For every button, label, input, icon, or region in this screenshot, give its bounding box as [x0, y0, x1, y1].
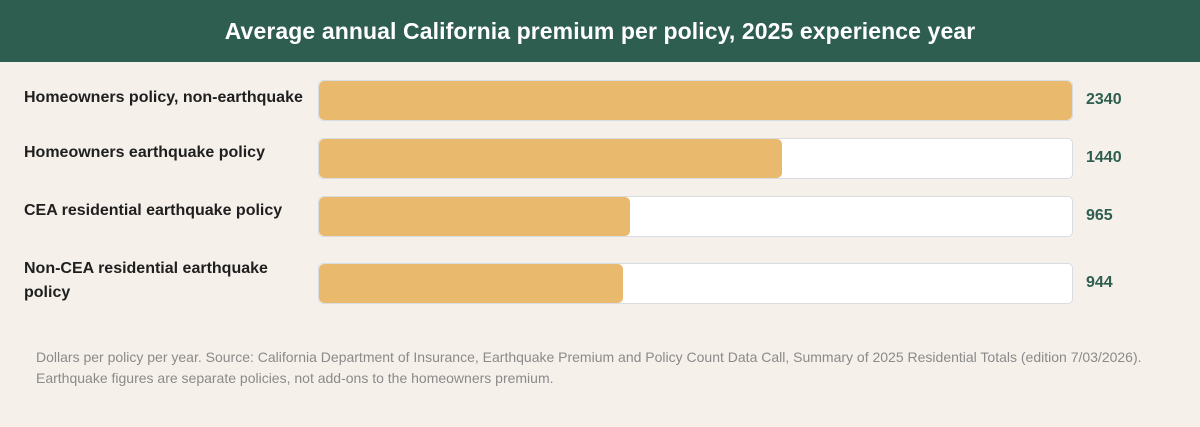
bar-track-cea-residential [318, 196, 1073, 237]
chart-header: Average annual California premium per po… [0, 0, 1200, 62]
bar-label-cea-residential: CEA residential earthquake policy [24, 202, 283, 219]
bar-track-homeowners-earthquake [318, 138, 1073, 179]
bar-label-homeowners-non-earthquake: Homeowners policy, non-earthquake [24, 89, 303, 106]
chart-title: Average annual California premium per po… [224, 17, 976, 44]
source-note-line-1: Dollars per policy per year. Source: Cal… [36, 349, 1142, 365]
value-label-homeowners-non-earthquake: 2340 [1086, 91, 1122, 108]
bar-homeowners-non-earthquake [319, 81, 1072, 120]
bar-non-cea-residential [319, 264, 623, 303]
source-note-line-2: Earthquake figures are separate policies… [36, 370, 554, 386]
value-label-homeowners-earthquake: 1440 [1086, 149, 1122, 166]
bar-track-homeowners-non-earthquake [318, 80, 1073, 121]
bar-label-homeowners-earthquake: Homeowners earthquake policy [24, 144, 265, 161]
value-label-non-cea-residential: 944 [1086, 274, 1113, 291]
source-note: Dollars per policy per year. Source: Cal… [36, 347, 1176, 389]
bar-label-non-cea-residential: Non-CEA residential earthquake policy [24, 260, 268, 301]
bar-track-non-cea-residential [318, 263, 1073, 304]
bar-cea-residential [319, 197, 630, 236]
bar-homeowners-earthquake [319, 139, 783, 178]
value-label-cea-residential: 965 [1086, 207, 1113, 224]
